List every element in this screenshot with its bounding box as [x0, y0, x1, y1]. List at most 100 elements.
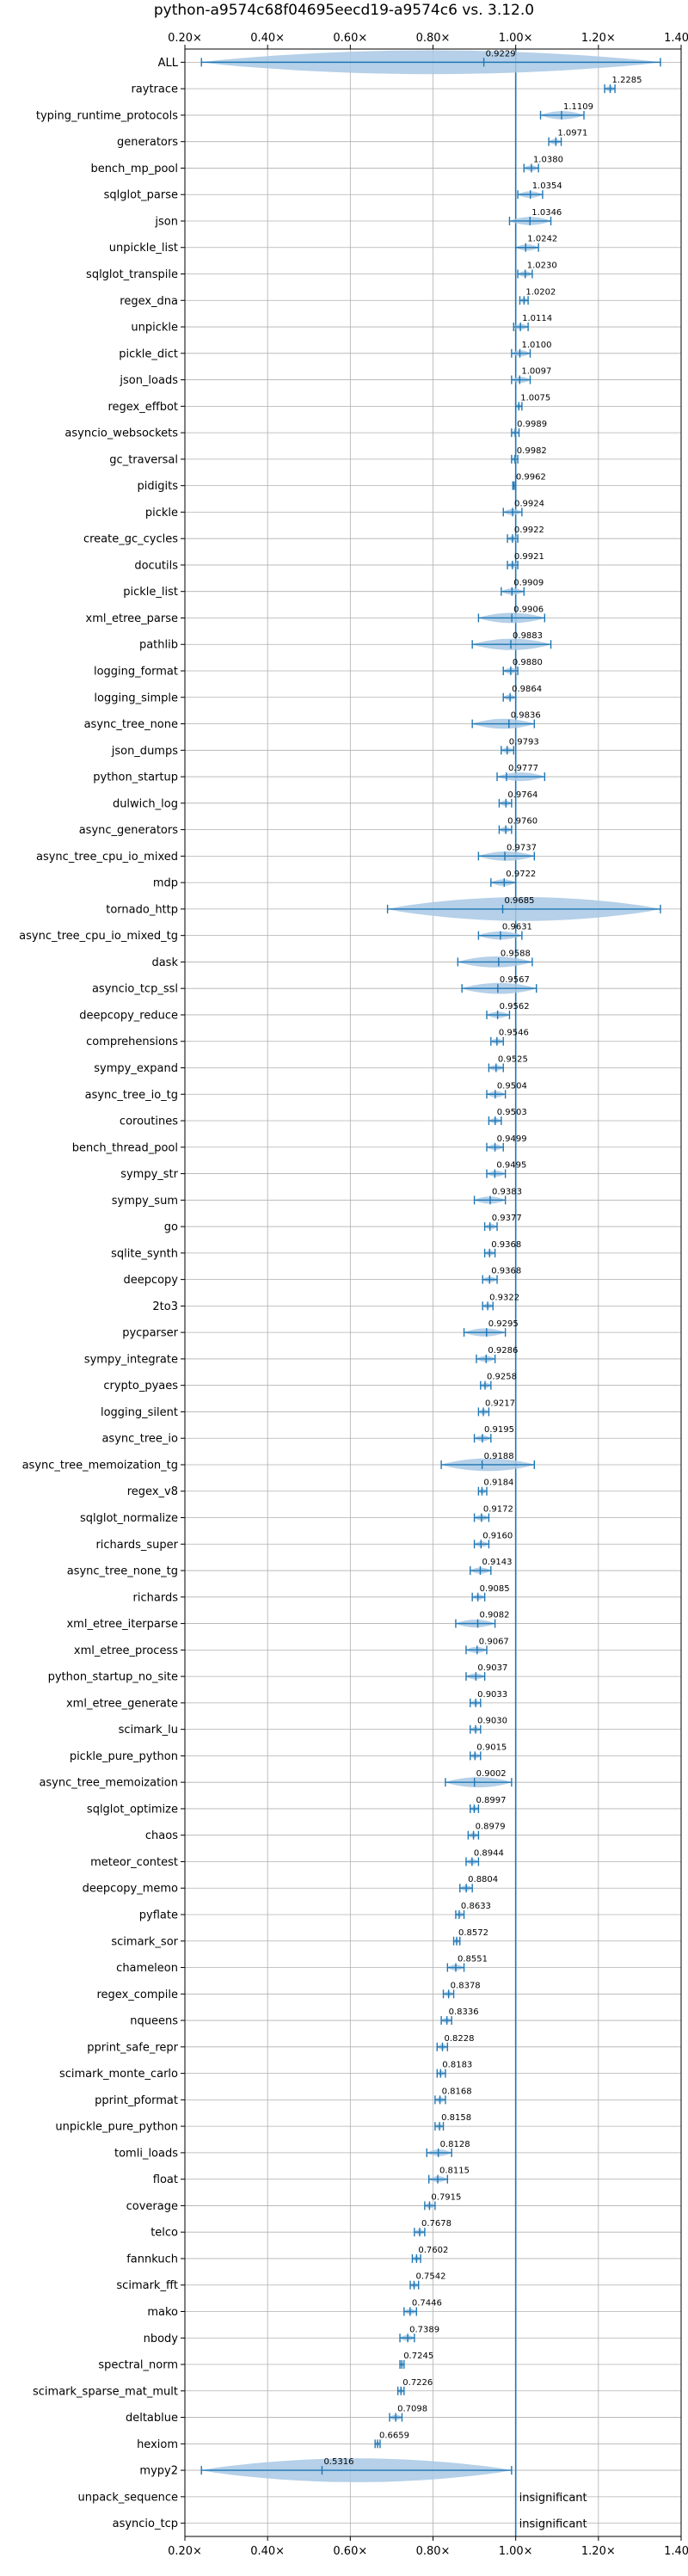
median-value-label: 0.9864	[512, 685, 542, 694]
benchmark-label: float	[153, 2173, 178, 2186]
median-value-label: 0.9377	[492, 1214, 522, 1223]
median-value-label: 0.9286	[488, 1346, 518, 1356]
median-value-label: 0.9067	[479, 1637, 509, 1646]
benchmark-label: logging_simple	[94, 692, 178, 704]
benchmark-label: deepcopy_reduce	[79, 1009, 178, 1022]
median-value-label: 1.0230	[527, 261, 557, 271]
median-value-label: 0.9368	[491, 1267, 521, 1276]
median-value-label: 0.9836	[511, 711, 541, 721]
benchmark-label: async_tree_cpu_io_mixed_tg	[19, 930, 178, 943]
benchmark-label: regex_v8	[127, 1485, 178, 1498]
insignificant-label: insignificant	[519, 2518, 587, 2531]
median-value-label: 0.9002	[476, 1769, 507, 1779]
median-value-label: 0.7389	[409, 2325, 439, 2334]
median-value-label: 0.8228	[444, 2034, 474, 2044]
median-value-label: 0.9188	[484, 1452, 514, 1461]
benchmark-label: logging_silent	[101, 1406, 178, 1419]
benchmark-label: asyncio_websockets	[64, 427, 178, 440]
benchmark-label: scimark_monte_carlo	[59, 2068, 178, 2081]
benchmark-label: async_tree_io	[101, 1433, 178, 1446]
benchmark-label: dulwich_log	[113, 797, 178, 810]
benchmark-label: deepcopy_memo	[83, 1883, 178, 1896]
benchmark-label: async_generators	[79, 824, 179, 837]
benchmark-label: async_tree_memoization	[39, 1777, 178, 1790]
x-tick-label-top: 1.00×	[499, 32, 533, 45]
benchmark-label: async_tree_memoization_tg	[22, 1459, 178, 1472]
median-value-label: 0.9085	[480, 1584, 510, 1594]
median-value-label: 0.9258	[487, 1373, 517, 1382]
median-value-label: 0.7678	[421, 2219, 452, 2229]
benchmark-label: mdp	[153, 877, 178, 890]
benchmark-label: mako	[147, 2306, 178, 2319]
median-value-label: 0.9229	[486, 49, 516, 58]
benchmark-label: json_loads	[119, 374, 178, 387]
benchmark-label: pathlib	[139, 639, 178, 652]
median-value-label: 0.9217	[485, 1399, 515, 1408]
median-value-label: 0.8572	[458, 1928, 488, 1938]
benchmark-label: pyflate	[139, 1909, 178, 1922]
grid-layer	[184, 49, 682, 2536]
median-value-label: 0.9922	[514, 526, 544, 535]
benchmark-label: json_dumps	[111, 745, 178, 758]
marks-layer: 0.9229 1.2285 1.1109 1.0971 1.0380 1.0354 1.03…	[200, 49, 661, 2531]
median-value-label: 0.9295	[488, 1319, 519, 1329]
x-tick-label-bottom: 0.40×	[250, 2545, 285, 2558]
median-value-label: 0.9562	[500, 1002, 530, 1011]
median-value-label: 1.0202	[525, 287, 556, 297]
benchmark-label: logging_format	[94, 666, 178, 679]
benchmark-label: pycparser	[122, 1327, 178, 1340]
benchmark-label: json	[154, 215, 178, 228]
benchmark-label: pickle	[145, 507, 178, 520]
x-tick-label-top: 0.40×	[250, 32, 285, 45]
median-value-label: 0.7226	[402, 2378, 433, 2388]
benchmark-label: regex_dna	[120, 295, 178, 308]
benchmark-label: meteor_contest	[90, 1856, 178, 1869]
median-value-label: 1.1109	[563, 102, 593, 112]
benchmark-label: coroutines	[120, 1116, 178, 1128]
median-value-label: 0.8158	[441, 2113, 471, 2123]
median-value-label: 0.9883	[513, 631, 543, 641]
median-value-label: 0.8115	[439, 2167, 470, 2176]
median-value-label: 0.8944	[474, 1848, 504, 1858]
x-tick-label-top: 0.20×	[168, 32, 202, 45]
benchmark-label: gc_traversal	[109, 453, 178, 466]
benchmark-label: chameleon	[116, 1962, 178, 1975]
benchmark-label: coverage	[126, 2200, 178, 2213]
median-value-label: 0.9588	[501, 949, 531, 958]
x-tick-label-bottom: 1.00×	[499, 2545, 533, 2558]
benchmark-label: async_tree_none	[84, 718, 178, 731]
x-tick-label-bottom: 0.20×	[168, 2545, 202, 2558]
x-tick-label-bottom: 1.20×	[581, 2545, 616, 2558]
median-value-label: 0.9184	[483, 1479, 513, 1488]
median-value-label: 0.7446	[412, 2298, 442, 2308]
median-value-label: 0.9383	[492, 1187, 522, 1196]
benchmark-label: sqlglot_parse	[104, 189, 178, 202]
benchmark-label: xml_etree_generate	[66, 1697, 178, 1710]
benchmark-label: xml_etree_process	[74, 1645, 178, 1657]
x-tick-label-top: 1.20×	[581, 32, 616, 45]
median-value-label: 0.9143	[482, 1558, 512, 1567]
benchmark-label: hexiom	[137, 2438, 178, 2451]
benchmark-label: comprehensions	[86, 1036, 178, 1048]
x-tick-label-bottom: 0.60×	[333, 2545, 367, 2558]
benchmark-label: async_tree_none_tg	[67, 1565, 178, 1578]
benchmark-label: telco	[150, 2227, 178, 2240]
median-value-label: 0.7245	[403, 2352, 433, 2361]
x-tick-label-top: 0.80×	[416, 32, 451, 45]
benchmark-label: chaos	[145, 1829, 178, 1842]
benchmark-label: sqlglot_normalize	[80, 1512, 178, 1525]
benchmark-label: scimark_lu	[119, 1724, 178, 1737]
median-value-label: 1.0354	[532, 181, 562, 191]
benchmark-label: sqlglot_optimize	[87, 1803, 178, 1816]
benchmark-label: richards	[133, 1591, 179, 1604]
median-value-label: 0.9631	[502, 923, 532, 932]
median-value-label: 0.9764	[507, 790, 538, 800]
benchmark-label: pprint_pformat	[95, 2094, 178, 2107]
median-value-label: 0.9921	[514, 552, 544, 562]
median-value-label: 1.0380	[533, 155, 563, 164]
benchmark-label: sympy_expand	[94, 1062, 178, 1075]
benchmark-label: docutils	[134, 559, 178, 572]
benchmark-label: xml_etree_parse	[86, 612, 178, 625]
benchmark-label: nbody	[144, 2333, 179, 2345]
benchmark-label: ALL	[158, 57, 179, 70]
